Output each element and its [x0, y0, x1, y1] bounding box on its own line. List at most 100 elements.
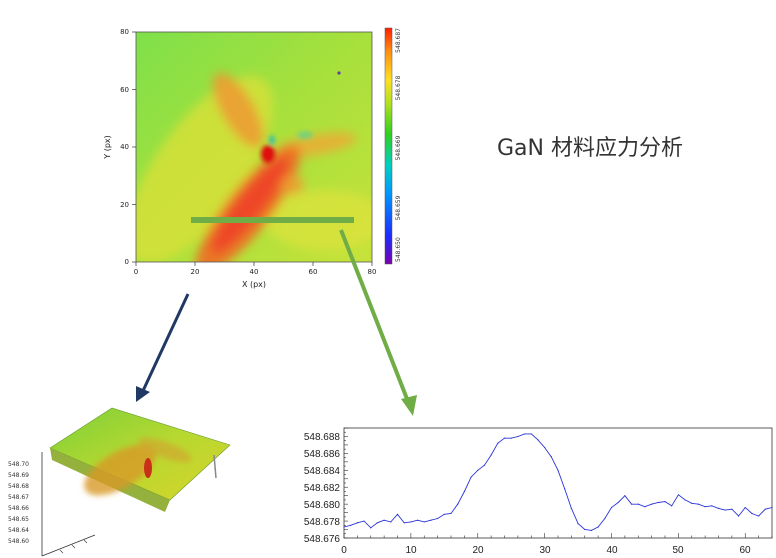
profile-point: [390, 521, 392, 523]
colorbar-tick: 548.659: [395, 195, 402, 220]
profile-point: [503, 437, 506, 439]
x-tick: 30: [539, 545, 551, 556]
profile-point: [664, 501, 666, 503]
profile-point: [610, 506, 613, 509]
profile-point: [343, 526, 345, 528]
profile-point: [410, 521, 412, 523]
profile-point: [764, 508, 766, 510]
profile-point: [604, 517, 606, 520]
y-tick: 0: [125, 258, 129, 266]
profile-point: [704, 506, 706, 508]
z-tick: 548.68: [8, 483, 29, 490]
x-tick: 40: [606, 545, 618, 556]
profile-point: [724, 509, 726, 511]
profile-point: [711, 505, 713, 507]
profile-point: [423, 521, 425, 523]
z-tick: 548.70: [8, 461, 29, 468]
colorbar-ticks: 548.650 548.659 548.669 548.678 548.687: [395, 28, 402, 262]
profile-point: [644, 506, 646, 508]
profile-point: [470, 476, 472, 478]
profile-point: [577, 523, 579, 525]
profile-point: [590, 529, 593, 531]
y-tick: 548.682: [304, 483, 341, 494]
profile-point: [651, 503, 653, 505]
profile-point: [677, 494, 679, 496]
x-tick: 10: [405, 545, 417, 556]
x-tick: 20: [191, 268, 200, 276]
x-axis: 0 10 20 30 40 50 60: [341, 545, 751, 556]
profile-point: [370, 527, 372, 529]
arrow-to-surface: [140, 293, 190, 394]
z-tick: 548.60: [8, 538, 29, 545]
profile-point: [443, 513, 445, 515]
y-tick: 548.678: [304, 517, 341, 528]
surface-3d-chart: 548.70 548.69 548.68 548.67 548.66 548.6…: [8, 407, 231, 557]
y-tick: 548.680: [304, 500, 341, 511]
z-tick: 548.65: [8, 516, 29, 523]
profile-point: [637, 503, 639, 505]
x-tick: 0: [134, 268, 138, 276]
profile-point: [523, 433, 526, 435]
x-axis-label: X (px): [242, 280, 266, 289]
x-tick: 60: [309, 268, 318, 276]
y-tick: 20: [120, 201, 129, 209]
y-tick: 548.688: [304, 432, 341, 443]
profile-point: [751, 512, 753, 515]
y-tick: 548.686: [304, 449, 341, 460]
profile-point: [403, 522, 405, 524]
profile-point: [416, 519, 419, 521]
heatmap-chart: 0 20 40 60 80 X (px) 0 20 40 60 80 Y (px…: [103, 27, 402, 289]
profile-point: [497, 442, 499, 444]
y-tick: 60: [120, 86, 129, 94]
profile-point: [356, 522, 358, 524]
profile-point: [430, 519, 432, 521]
minor-ticks: [343, 427, 773, 539]
z-tick: 548.66: [8, 505, 29, 512]
x-tick: 60: [739, 545, 751, 556]
x-tick: 20: [472, 545, 484, 556]
y-axis: 548.676 548.678 548.680 548.682 548.684 …: [304, 432, 341, 545]
colorbar-tick: 548.650: [395, 237, 402, 262]
profile-point: [731, 508, 733, 510]
y-axis-label: Y (px): [103, 135, 112, 159]
profile-point: [657, 501, 659, 504]
profile-point: [350, 524, 352, 526]
profile-point: [557, 469, 559, 471]
profile-point: [771, 506, 773, 509]
profile-point: [564, 488, 566, 490]
profile-point: [450, 512, 452, 515]
profile-point: [530, 433, 532, 435]
x-axis: 0 20 40 60 80 X (px): [134, 262, 377, 289]
profile-point: [624, 495, 626, 497]
y-tick: 40: [120, 143, 129, 151]
profile-point: [684, 499, 686, 501]
profile-point: [457, 503, 459, 505]
z-tick: 548.69: [8, 472, 29, 479]
profile-point: [584, 528, 586, 531]
z-tick: 548.67: [8, 494, 29, 501]
y-tick: 548.684: [304, 466, 341, 477]
z-axis-ticks: 548.70 548.69 548.68 548.67 548.66 548.6…: [8, 461, 29, 545]
colorbar: [384, 27, 393, 265]
profile-point: [477, 469, 479, 471]
profile-point: [717, 507, 720, 509]
colorbar-tick: 548.678: [395, 75, 402, 100]
profile-point: [597, 526, 599, 528]
profile-point: [617, 501, 619, 504]
profile-point: [376, 522, 379, 524]
profile-point: [697, 503, 700, 505]
colorbar-tick: 548.669: [395, 135, 402, 160]
profile-point: [758, 515, 760, 517]
profile-point: [744, 506, 746, 509]
x-tick: 80: [368, 268, 377, 276]
profile-point: [396, 513, 399, 515]
profile-point: [510, 437, 512, 439]
z-tick: 548.64: [8, 527, 29, 534]
page-title: GaN 材料应力分析: [497, 136, 683, 161]
profile-point: [383, 519, 385, 521]
profile-point: [544, 446, 546, 449]
profile-point: [550, 456, 552, 458]
profile-point: [437, 517, 439, 520]
colorbar-tick: 548.687: [395, 28, 402, 53]
profile-point: [537, 439, 539, 441]
